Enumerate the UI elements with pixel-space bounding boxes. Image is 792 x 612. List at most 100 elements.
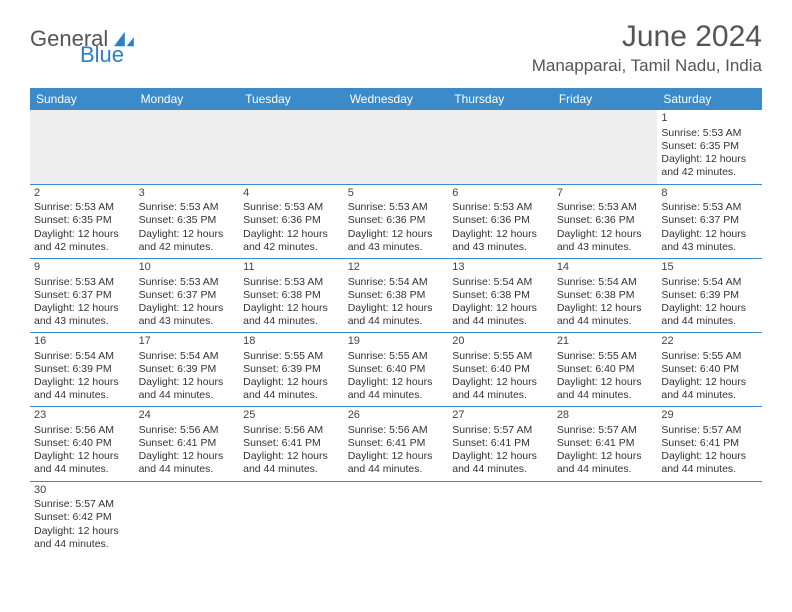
calendar-cell: 10Sunrise: 5:53 AMSunset: 6:37 PMDayligh… bbox=[135, 258, 240, 332]
sunset-text: Sunset: 6:40 PM bbox=[34, 437, 131, 450]
calendar-cell bbox=[553, 481, 658, 555]
daylight-text: Daylight: 12 hours bbox=[557, 450, 654, 463]
daylight-text: and 44 minutes. bbox=[243, 463, 340, 476]
daylight-text: Daylight: 12 hours bbox=[139, 376, 236, 389]
calendar-cell: 12Sunrise: 5:54 AMSunset: 6:38 PMDayligh… bbox=[344, 258, 449, 332]
calendar-week-row: 9Sunrise: 5:53 AMSunset: 6:37 PMDaylight… bbox=[30, 258, 762, 332]
daylight-text: and 42 minutes. bbox=[34, 241, 131, 254]
sunrise-text: Sunrise: 5:54 AM bbox=[348, 276, 445, 289]
calendar-cell: 11Sunrise: 5:53 AMSunset: 6:38 PMDayligh… bbox=[239, 258, 344, 332]
daylight-text: and 44 minutes. bbox=[243, 389, 340, 402]
sunset-text: Sunset: 6:37 PM bbox=[34, 289, 131, 302]
day-number: 12 bbox=[348, 261, 445, 275]
calendar-cell: 20Sunrise: 5:55 AMSunset: 6:40 PMDayligh… bbox=[448, 333, 553, 407]
daylight-text: and 44 minutes. bbox=[661, 389, 758, 402]
sunset-text: Sunset: 6:36 PM bbox=[557, 214, 654, 227]
day-number: 3 bbox=[139, 187, 236, 201]
sunrise-text: Sunrise: 5:55 AM bbox=[348, 350, 445, 363]
daylight-text: and 44 minutes. bbox=[34, 463, 131, 476]
calendar-cell: 19Sunrise: 5:55 AMSunset: 6:40 PMDayligh… bbox=[344, 333, 449, 407]
header: GeneralBlue June 2024 Manapparai, Tamil … bbox=[30, 20, 762, 76]
calendar-cell: 5Sunrise: 5:53 AMSunset: 6:36 PMDaylight… bbox=[344, 184, 449, 258]
daylight-text: Daylight: 12 hours bbox=[34, 302, 131, 315]
day-number: 27 bbox=[452, 409, 549, 423]
calendar-cell: 13Sunrise: 5:54 AMSunset: 6:38 PMDayligh… bbox=[448, 258, 553, 332]
sunset-text: Sunset: 6:39 PM bbox=[139, 363, 236, 376]
calendar-cell: 1Sunrise: 5:53 AMSunset: 6:35 PMDaylight… bbox=[657, 110, 762, 184]
daylight-text: and 42 minutes. bbox=[139, 241, 236, 254]
daylight-text: Daylight: 12 hours bbox=[139, 302, 236, 315]
sunset-text: Sunset: 6:39 PM bbox=[34, 363, 131, 376]
day-number: 9 bbox=[34, 261, 131, 275]
sunrise-text: Sunrise: 5:53 AM bbox=[139, 276, 236, 289]
calendar-cell: 25Sunrise: 5:56 AMSunset: 6:41 PMDayligh… bbox=[239, 407, 344, 481]
calendar-cell: 16Sunrise: 5:54 AMSunset: 6:39 PMDayligh… bbox=[30, 333, 135, 407]
daylight-text: Daylight: 12 hours bbox=[243, 228, 340, 241]
daylight-text: Daylight: 12 hours bbox=[243, 302, 340, 315]
daylight-text: and 42 minutes. bbox=[243, 241, 340, 254]
calendar-cell bbox=[448, 110, 553, 184]
day-header: Monday bbox=[135, 88, 240, 110]
day-number: 7 bbox=[557, 187, 654, 201]
day-header: Tuesday bbox=[239, 88, 344, 110]
daylight-text: and 44 minutes. bbox=[348, 315, 445, 328]
day-header: Wednesday bbox=[344, 88, 449, 110]
sunset-text: Sunset: 6:38 PM bbox=[557, 289, 654, 302]
day-number: 26 bbox=[348, 409, 445, 423]
sunset-text: Sunset: 6:40 PM bbox=[348, 363, 445, 376]
day-number: 19 bbox=[348, 335, 445, 349]
sunset-text: Sunset: 6:41 PM bbox=[661, 437, 758, 450]
sunrise-text: Sunrise: 5:56 AM bbox=[243, 424, 340, 437]
daylight-text: and 44 minutes. bbox=[452, 315, 549, 328]
day-number: 20 bbox=[452, 335, 549, 349]
daylight-text: Daylight: 12 hours bbox=[661, 376, 758, 389]
day-number: 8 bbox=[661, 187, 758, 201]
daylight-text: and 42 minutes. bbox=[661, 166, 758, 179]
sunset-text: Sunset: 6:40 PM bbox=[557, 363, 654, 376]
sunrise-text: Sunrise: 5:53 AM bbox=[452, 201, 549, 214]
sunset-text: Sunset: 6:40 PM bbox=[661, 363, 758, 376]
sunset-text: Sunset: 6:35 PM bbox=[661, 140, 758, 153]
calendar-week-row: 30Sunrise: 5:57 AMSunset: 6:42 PMDayligh… bbox=[30, 481, 762, 555]
daylight-text: Daylight: 12 hours bbox=[34, 525, 131, 538]
daylight-text: and 43 minutes. bbox=[661, 241, 758, 254]
daylight-text: and 44 minutes. bbox=[34, 389, 131, 402]
month-title: June 2024 bbox=[532, 20, 762, 54]
daylight-text: Daylight: 12 hours bbox=[139, 228, 236, 241]
calendar-cell: 24Sunrise: 5:56 AMSunset: 6:41 PMDayligh… bbox=[135, 407, 240, 481]
day-number: 25 bbox=[243, 409, 340, 423]
day-number: 10 bbox=[139, 261, 236, 275]
sunrise-text: Sunrise: 5:55 AM bbox=[243, 350, 340, 363]
sunrise-text: Sunrise: 5:55 AM bbox=[661, 350, 758, 363]
daylight-text: and 44 minutes. bbox=[452, 389, 549, 402]
calendar-cell: 27Sunrise: 5:57 AMSunset: 6:41 PMDayligh… bbox=[448, 407, 553, 481]
sunrise-text: Sunrise: 5:53 AM bbox=[661, 127, 758, 140]
sunset-text: Sunset: 6:41 PM bbox=[243, 437, 340, 450]
sunset-text: Sunset: 6:37 PM bbox=[139, 289, 236, 302]
calendar-cell bbox=[344, 481, 449, 555]
calendar-cell: 22Sunrise: 5:55 AMSunset: 6:40 PMDayligh… bbox=[657, 333, 762, 407]
daylight-text: and 44 minutes. bbox=[243, 315, 340, 328]
sunrise-text: Sunrise: 5:53 AM bbox=[139, 201, 236, 214]
day-number: 11 bbox=[243, 261, 340, 275]
sunrise-text: Sunrise: 5:57 AM bbox=[34, 498, 131, 511]
daylight-text: and 44 minutes. bbox=[139, 389, 236, 402]
daylight-text: and 44 minutes. bbox=[661, 315, 758, 328]
day-number: 15 bbox=[661, 261, 758, 275]
day-number: 22 bbox=[661, 335, 758, 349]
calendar-table: Sunday Monday Tuesday Wednesday Thursday… bbox=[30, 88, 762, 555]
calendar-cell bbox=[553, 110, 658, 184]
logo-text-blue: Blue bbox=[80, 42, 124, 68]
title-block: June 2024 Manapparai, Tamil Nadu, India bbox=[532, 20, 762, 76]
calendar-cell bbox=[135, 481, 240, 555]
daylight-text: and 43 minutes. bbox=[348, 241, 445, 254]
sunset-text: Sunset: 6:39 PM bbox=[661, 289, 758, 302]
sunrise-text: Sunrise: 5:57 AM bbox=[661, 424, 758, 437]
calendar-cell bbox=[448, 481, 553, 555]
day-number: 16 bbox=[34, 335, 131, 349]
daylight-text: and 43 minutes. bbox=[139, 315, 236, 328]
calendar-cell: 6Sunrise: 5:53 AMSunset: 6:36 PMDaylight… bbox=[448, 184, 553, 258]
day-number: 1 bbox=[661, 112, 758, 126]
daylight-text: and 44 minutes. bbox=[557, 315, 654, 328]
day-header: Sunday bbox=[30, 88, 135, 110]
